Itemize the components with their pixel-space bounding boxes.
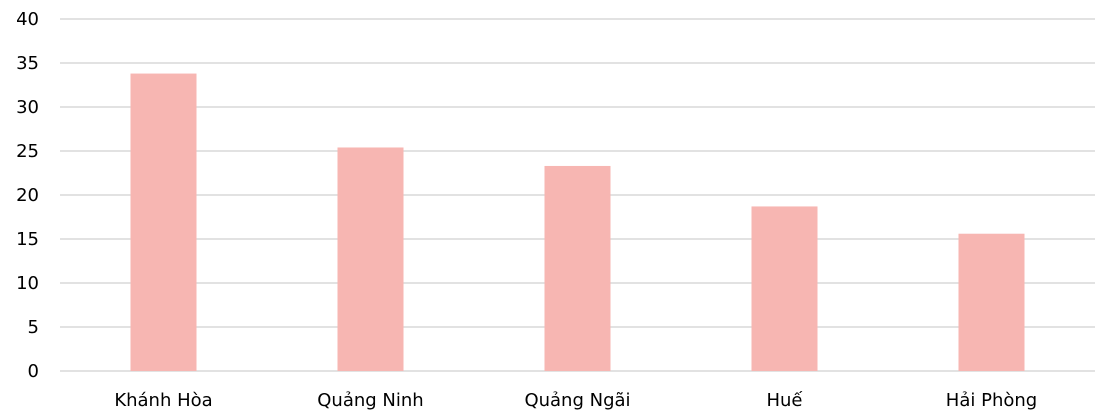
x-tick-label: Hải Phòng	[946, 390, 1037, 411]
x-tick-label: Quảng Ngãi	[524, 390, 630, 411]
y-tick-label: 35	[16, 53, 39, 74]
bars	[130, 73, 1025, 371]
bar	[958, 233, 1025, 371]
x-tick-label: Khánh Hòa	[114, 390, 212, 411]
x-tick-label: Huế	[766, 390, 803, 411]
y-tick-label: 20	[16, 185, 39, 206]
y-tick-label: 40	[16, 9, 39, 30]
y-tick-label: 15	[16, 229, 39, 250]
y-axis-tick-labels: 0 5 10 15 20 25 30 35 40	[16, 9, 39, 382]
y-tick-label: 25	[16, 141, 39, 162]
y-tick-label: 5	[28, 317, 39, 338]
y-tick-label: 10	[16, 273, 39, 294]
bar	[337, 147, 404, 371]
x-tick-label: Quảng Ninh	[317, 390, 423, 411]
bar	[544, 165, 611, 371]
y-tick-label: 30	[16, 97, 39, 118]
bar	[751, 206, 818, 371]
x-axis-tick-labels: Khánh Hòa Quảng Ninh Quảng Ngãi Huế Hải Phòn…	[114, 390, 1037, 411]
y-tick-label: 0	[28, 361, 39, 382]
bar	[130, 73, 197, 371]
